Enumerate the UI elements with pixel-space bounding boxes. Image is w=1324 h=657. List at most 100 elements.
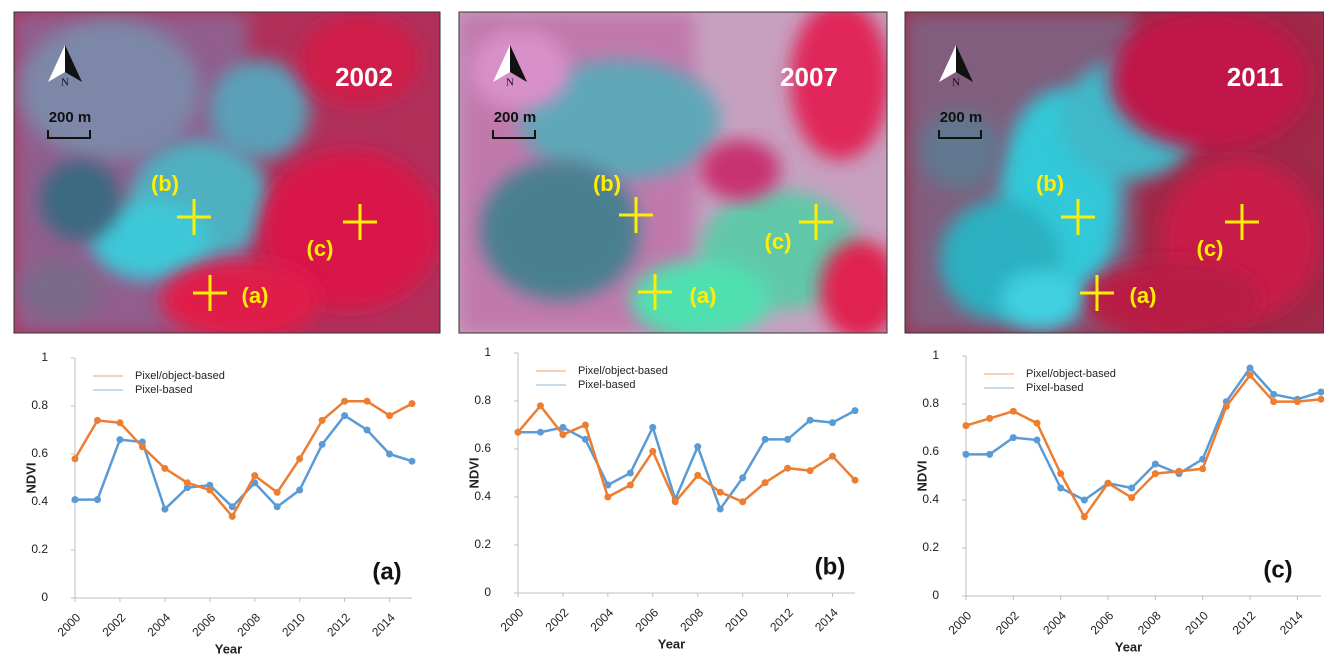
image-feature: [160, 260, 320, 333]
data-point: [116, 436, 124, 444]
y-tick-label: 1: [41, 350, 48, 364]
image-feature: [630, 260, 770, 333]
point-label: (b): [593, 171, 621, 196]
x-axis-label: Year: [215, 641, 242, 656]
y-tick-label: 0.4: [31, 494, 48, 508]
image-feature: [480, 160, 640, 300]
y-tick-label: 1: [932, 348, 939, 362]
data-point: [1246, 371, 1254, 379]
data-point: [1033, 419, 1041, 427]
data-point: [986, 450, 994, 458]
north-label: N: [952, 77, 960, 89]
data-point: [1128, 484, 1136, 492]
x-axis-label: Year: [658, 636, 685, 651]
data-point: [1293, 398, 1301, 406]
x-tick-label: 2002: [100, 610, 129, 639]
y-tick-label: 0: [484, 585, 491, 599]
data-point: [739, 474, 747, 482]
image-feature: [40, 160, 120, 240]
data-point: [784, 464, 792, 472]
north-arrow-left: [939, 45, 956, 82]
data-point: [829, 452, 837, 460]
data-point: [93, 496, 101, 504]
y-tick-label: 0.6: [31, 446, 48, 460]
image-border: [13, 11, 441, 334]
y-tick-label: 1: [484, 345, 491, 359]
data-point: [1270, 390, 1278, 398]
satellite-image: [905, 12, 1324, 333]
data-point: [649, 423, 657, 431]
series-line: [517, 403, 856, 505]
data-point: [1057, 470, 1065, 478]
data-point: [273, 488, 281, 496]
data-point: [1104, 479, 1112, 487]
image-feature: [20, 260, 100, 320]
scale-bar: [47, 130, 91, 139]
data-point: [296, 486, 304, 494]
data-point: [1080, 496, 1088, 504]
legend-label: Pixel-based: [1026, 382, 1083, 394]
x-tick-label: 2002: [993, 608, 1022, 637]
data-point: [962, 450, 970, 458]
legend-label: Pixel/object-based: [578, 365, 668, 377]
data-point: [1151, 460, 1159, 468]
data-point: [408, 457, 416, 465]
scale-label: 200 m: [940, 109, 983, 126]
data-point: [581, 421, 589, 429]
year-label: 2002: [335, 62, 393, 92]
data-point: [251, 472, 259, 480]
y-tick-label: 0: [932, 588, 939, 602]
data-point: [386, 450, 394, 458]
x-tick-label: 2006: [1088, 608, 1117, 637]
image-feature: [90, 200, 210, 280]
data-point: [206, 486, 214, 494]
data-point: [694, 471, 702, 479]
data-point: [341, 412, 349, 420]
legend-label: Pixel-based: [135, 384, 192, 396]
legend-label: Pixel/object-based: [1026, 368, 1116, 380]
data-point: [1151, 470, 1159, 478]
data-point: [1317, 388, 1324, 396]
north-label: N: [61, 77, 69, 89]
panel-label: (a): [372, 558, 401, 585]
data-point: [1128, 494, 1136, 502]
image-feature: [260, 150, 440, 310]
data-point: [1317, 395, 1324, 403]
y-axis-label: NDVI: [23, 462, 38, 493]
data-point: [341, 397, 349, 405]
y-tick-label: 0.4: [474, 489, 491, 503]
data-point: [228, 512, 236, 520]
x-tick-label: 2008: [234, 610, 263, 639]
data-point: [1199, 465, 1207, 473]
data-point: [1057, 484, 1065, 492]
data-point: [716, 488, 724, 496]
point-label: (a): [690, 283, 717, 308]
data-point: [536, 402, 544, 410]
crosshair: [1225, 204, 1259, 240]
data-point: [626, 481, 634, 489]
x-axis-label: Year: [1115, 639, 1142, 654]
north-arrow-right: [510, 45, 527, 82]
data-point: [604, 493, 612, 501]
y-tick-label: 0.4: [922, 492, 939, 506]
point-label: (c): [307, 236, 334, 261]
x-tick-label: 2012: [324, 610, 353, 639]
data-point: [1033, 436, 1041, 444]
data-point: [829, 419, 837, 427]
crosshair: [1080, 275, 1114, 311]
crosshair: [638, 274, 672, 310]
data-point: [514, 428, 522, 436]
data-point: [806, 416, 814, 424]
data-point: [71, 455, 79, 463]
x-tick-label: 2006: [632, 605, 661, 634]
y-tick-label: 0.8: [922, 396, 939, 410]
point-label: (b): [151, 171, 179, 196]
y-tick-label: 0.6: [922, 444, 939, 458]
data-point: [559, 423, 567, 431]
y-axis-label: NDVI: [914, 460, 929, 491]
data-point: [604, 481, 612, 489]
data-point: [986, 414, 994, 422]
image-feature: [820, 240, 887, 333]
x-tick-label: 2012: [1230, 608, 1259, 637]
x-tick-label: 2006: [189, 610, 218, 639]
